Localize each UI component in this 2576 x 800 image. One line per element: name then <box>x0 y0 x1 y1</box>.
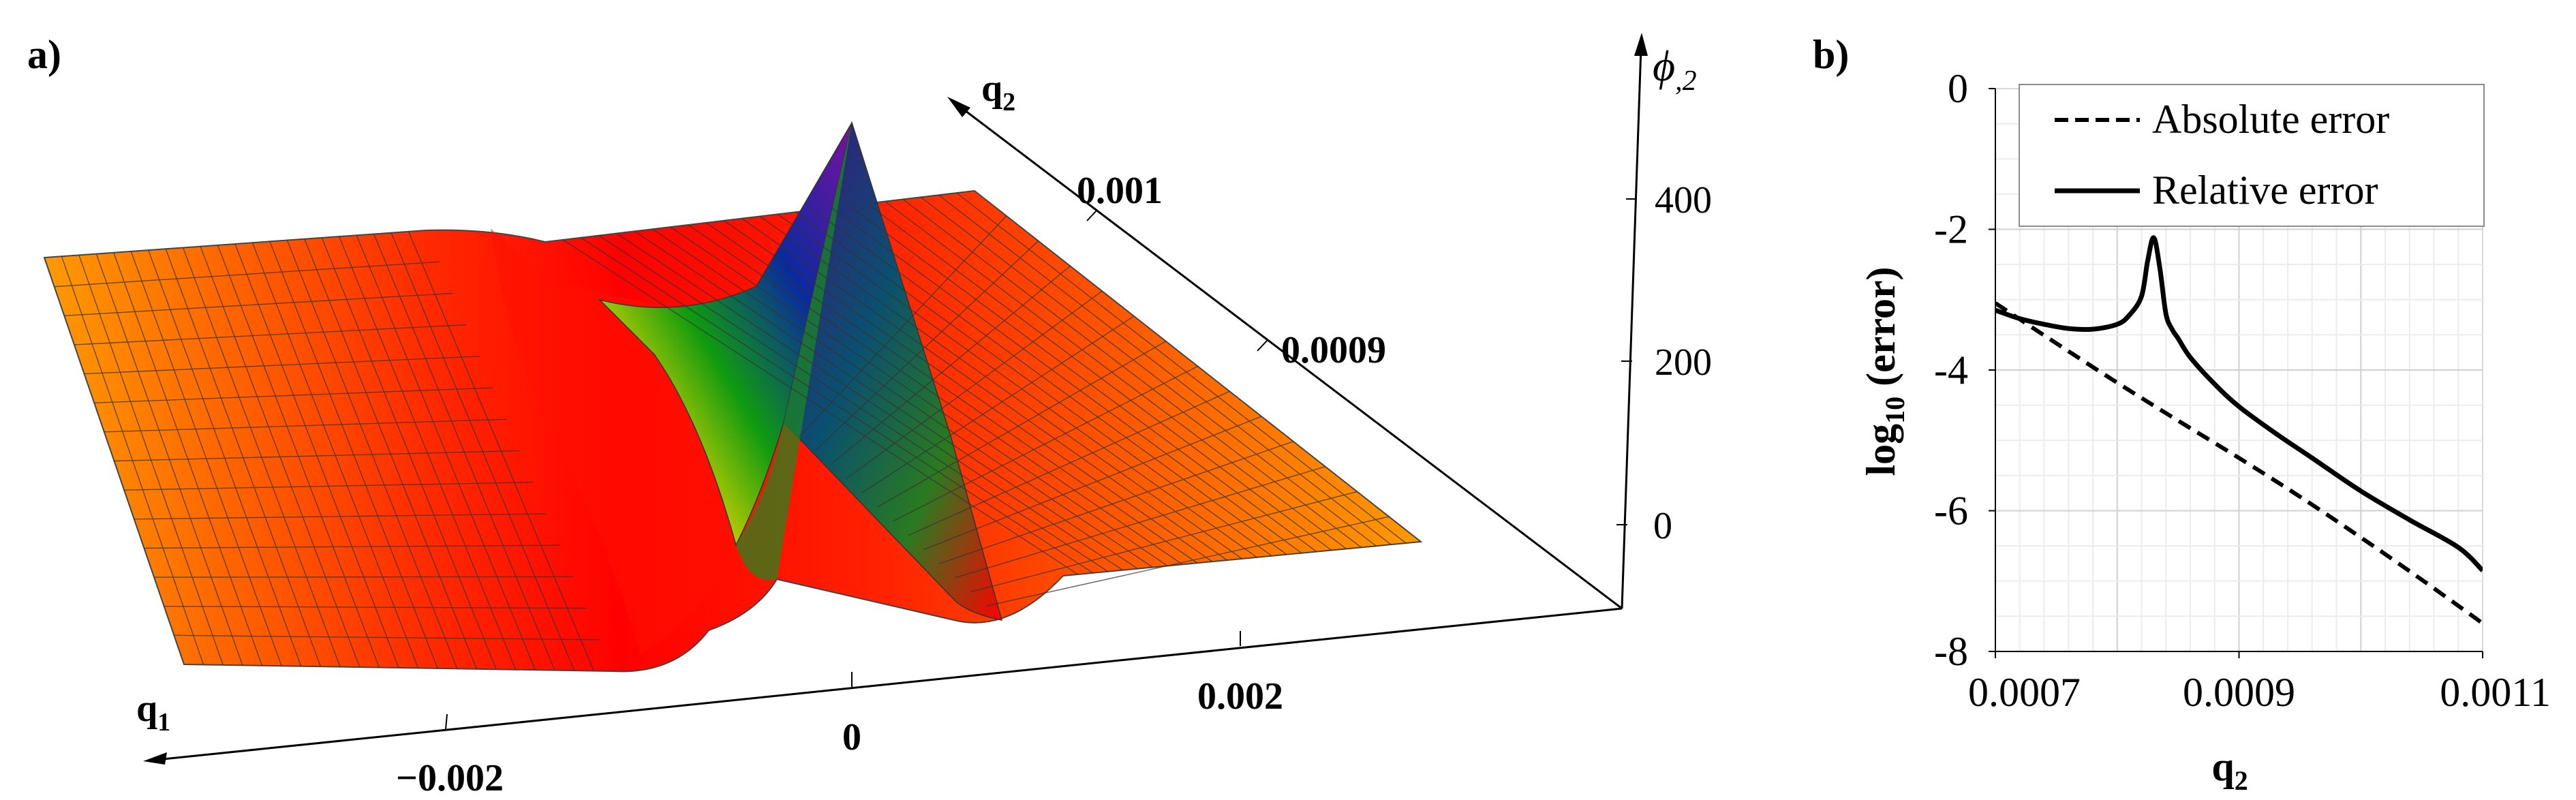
mesh-line <box>182 247 341 667</box>
mesh-line <box>616 232 1123 571</box>
x-axis-label: q2 <box>2211 744 2248 796</box>
mesh-line <box>339 236 517 670</box>
mesh-line <box>876 341 1167 508</box>
mesh-line <box>304 239 478 670</box>
mesh-line <box>795 211 1272 557</box>
mesh-line <box>78 255 224 666</box>
mesh-line <box>831 207 1302 554</box>
mesh-line <box>634 230 1138 570</box>
mesh-line <box>923 416 1262 551</box>
x-tick-label: 0.0009 <box>2183 670 2295 715</box>
x-tick-label: 0.0011 <box>2440 670 2551 715</box>
mesh-line <box>373 234 555 671</box>
x-tick-label: 0.0007 <box>1968 670 2081 715</box>
panel-a-surface-plot: a) q1 −0.002 0 0.002 <box>27 32 1712 799</box>
mesh-line <box>956 192 1407 544</box>
mesh-line <box>652 228 1153 568</box>
mesh-line <box>846 290 1103 480</box>
mesh-line <box>920 196 1377 547</box>
y-ticks: 0 -2 -4 -6 -8 <box>1934 66 1995 674</box>
mesh-line <box>724 220 1213 562</box>
mesh-line <box>234 243 399 668</box>
panel-b-line-chart: b) 0 -2 -4 -6 -8 0.0007 0.0009 0.0011 log10 (e… <box>1813 32 2551 796</box>
surface-mesh <box>54 192 1407 671</box>
legend-box <box>2019 84 2485 227</box>
mesh-line <box>390 232 575 671</box>
surface-ridge-right-face <box>783 121 1003 621</box>
mesh-line <box>61 256 204 665</box>
mesh-line <box>848 205 1317 553</box>
mesh-line <box>581 237 1094 574</box>
mesh-line <box>799 215 1007 437</box>
y-tick-label: -6 <box>1934 489 1968 534</box>
x-ticks: 0.0007 0.0009 0.0011 <box>1968 651 2551 715</box>
mesh-line <box>356 235 536 671</box>
mesh-line <box>908 390 1230 536</box>
surface-ridge-front-face <box>736 123 852 581</box>
y-axis-label: log10 (error) <box>1858 266 1910 476</box>
axis-q1: q1 −0.002 0 0.002 <box>136 607 1623 799</box>
mesh-line <box>562 239 1079 575</box>
series-absolute-error-line <box>1995 301 2483 626</box>
axis-q2: q2 0.0009 0.001 <box>947 67 1623 610</box>
mesh-line <box>321 237 497 670</box>
mesh-line <box>892 365 1198 522</box>
axis-q2-label: q2 <box>981 67 1015 117</box>
mesh-line <box>985 516 1390 606</box>
mesh-line <box>165 249 322 667</box>
legend-label-relative: Relative error <box>2152 168 2378 213</box>
axis-phi: ϕ,2 0 200 400 <box>1616 33 1712 609</box>
mesh-line <box>813 209 1287 555</box>
mesh-line <box>885 201 1347 549</box>
axis-phi-tick-label: 200 <box>1655 341 1712 384</box>
mesh-line <box>777 213 1257 558</box>
mesh-line <box>688 224 1183 565</box>
axis-q1-label: q1 <box>136 688 170 737</box>
axis-q1-tick-label: −0.002 <box>396 757 504 799</box>
panel-a-label: a) <box>27 32 61 77</box>
panel-b-label: b) <box>1813 32 1849 77</box>
axis-q2-tick-label: 0.0009 <box>1281 329 1386 371</box>
mesh-line <box>759 215 1242 559</box>
mesh-line <box>938 194 1392 545</box>
mesh-line <box>939 441 1294 564</box>
axis-q1-tick-label: 0.002 <box>1197 675 1283 718</box>
mesh-line <box>95 253 243 666</box>
mesh-line <box>902 198 1362 548</box>
mesh-line <box>217 245 380 668</box>
mesh-line <box>200 246 361 668</box>
mesh-line <box>130 251 282 666</box>
surface <box>43 121 1423 673</box>
mesh-line <box>670 226 1168 566</box>
mesh-line <box>286 240 458 669</box>
axis-phi-label: ϕ,2 <box>1653 42 1697 97</box>
y-tick-label: 0 <box>1948 66 1968 111</box>
axis-q2-tick-label: 0.001 <box>1077 170 1163 212</box>
axis-q1-tick-label: 0 <box>842 716 861 758</box>
mesh-line <box>741 218 1228 561</box>
mesh-line <box>269 241 438 669</box>
mesh-line <box>251 242 419 668</box>
series-relative-error-line <box>1995 235 2483 572</box>
y-tick-label: -8 <box>1934 629 1968 674</box>
legend-label-absolute: Absolute error <box>2152 97 2389 142</box>
y-tick-label: -2 <box>1934 207 1968 252</box>
mesh-line <box>113 252 263 666</box>
axis-phi-tick-label: 400 <box>1655 179 1712 221</box>
mesh-line <box>408 231 595 671</box>
series-group <box>1995 235 2483 626</box>
mesh-line <box>955 465 1325 579</box>
axis-phi-tick-label: 0 <box>1653 505 1672 547</box>
legend: Absolute error Relative error <box>2019 84 2485 227</box>
mesh-line <box>705 222 1198 564</box>
mesh-line <box>148 249 302 666</box>
mesh-line <box>598 235 1109 572</box>
y-tick-label: -4 <box>1934 348 1968 393</box>
mesh-line <box>867 203 1332 551</box>
